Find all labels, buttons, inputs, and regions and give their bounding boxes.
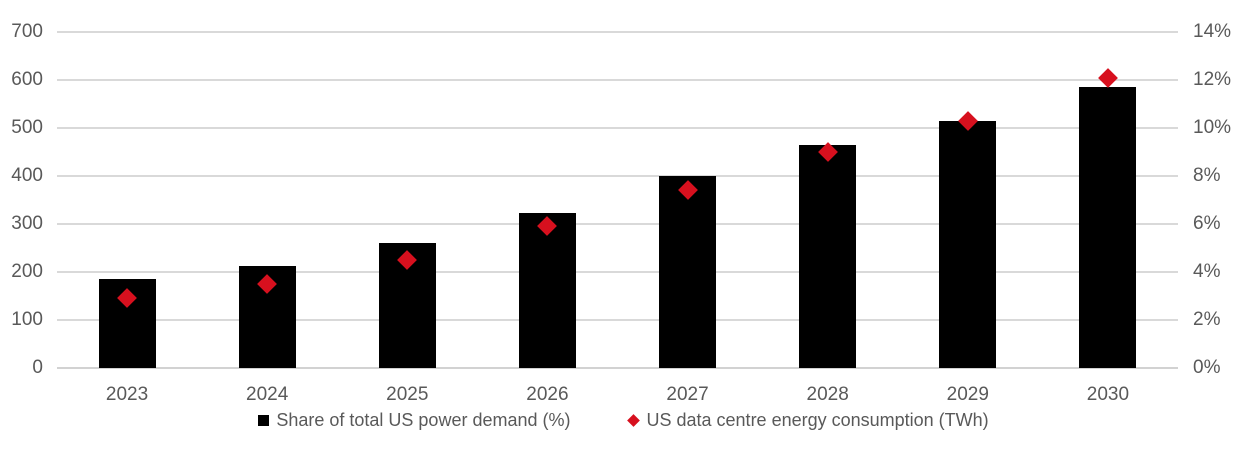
right-axis-tick-4: 4% [1193,261,1221,282]
left-axis-tick-600: 600 [11,69,43,90]
gridline-700 [57,31,1178,33]
legend-item-diamond-series: US data centre energy consumption (TWh) [626,408,989,432]
bar-2030 [1079,87,1137,368]
x-axis-label-2025: 2025 [386,384,429,405]
x-axis-label-2024: 2024 [246,384,289,405]
gridline-300 [57,223,1178,225]
x-axis-label-2026: 2026 [526,384,569,405]
gridline-400 [57,175,1178,177]
right-axis-tick-2: 2% [1193,309,1221,330]
gridline-500 [57,127,1178,129]
legend: Share of total US power demand (%) US da… [0,408,1247,432]
diamond-series-marker-icon [626,413,640,427]
gridline-200 [57,271,1178,273]
left-axis-tick-400: 400 [11,165,43,186]
legend-label-diamond-series: US data centre energy consumption (TWh) [646,410,989,430]
left-axis-tick-200: 200 [11,261,43,282]
left-axis-tick-0: 0 [32,357,43,378]
left-axis-tick-700: 700 [11,21,43,42]
bar-2029 [939,120,997,368]
right-axis-tick-8: 8% [1193,165,1221,186]
left-axis-tick-500: 500 [11,117,43,138]
legend-item-bar-series: Share of total US power demand (%) [258,408,571,432]
x-axis-label-2027: 2027 [666,384,709,405]
right-axis-tick-6: 6% [1193,213,1221,234]
right-axis-tick-12: 12% [1193,69,1232,90]
x-axis-label-2030: 2030 [1086,384,1130,405]
diamond-2030 [1098,67,1118,88]
gridline-600 [57,79,1178,81]
x-axis-line [57,367,1178,369]
left-axis-tick-100: 100 [11,309,43,330]
bar-series-marker-icon [258,414,270,426]
right-axis-tick-10: 10% [1193,117,1232,138]
right-axis-tick-14: 14% [1193,21,1232,42]
x-axis-label-2029: 2029 [946,384,989,405]
gridline-100 [57,319,1178,321]
x-axis-label-2023: 2023 [105,384,149,405]
legend-label-bar-series: Share of total US power demand (%) [276,410,571,430]
bar-2026 [518,213,576,368]
bar-2027 [659,176,717,368]
right-axis-tick-0: 0% [1193,357,1221,378]
x-axis-label-2028: 2028 [806,384,849,405]
left-axis-tick-300: 300 [11,213,43,234]
bar-2028 [799,144,857,368]
